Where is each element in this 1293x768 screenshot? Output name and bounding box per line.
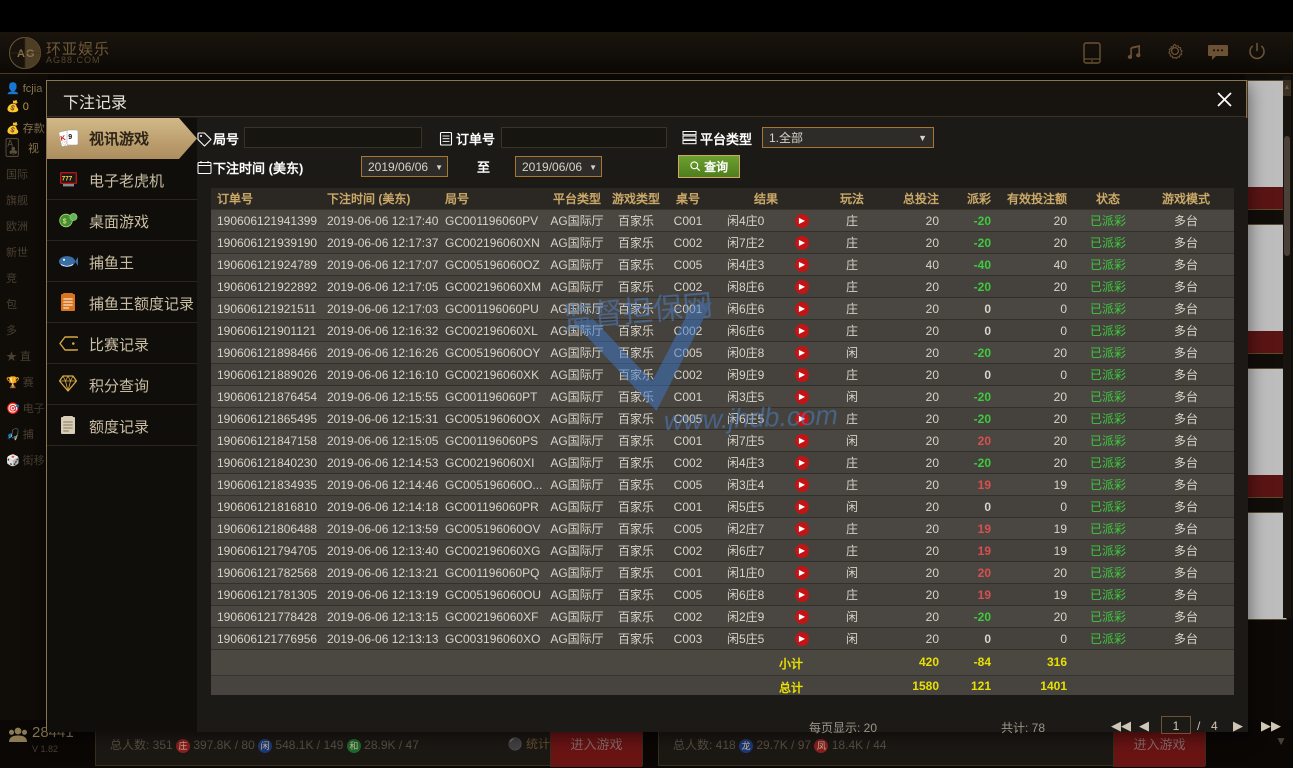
svg-text:777: 777: [62, 176, 73, 183]
svg-text:$: $: [63, 218, 67, 225]
svg-text:9: 9: [68, 134, 72, 141]
svg-text:A: A: [17, 48, 25, 60]
svg-text:G: G: [26, 48, 35, 60]
